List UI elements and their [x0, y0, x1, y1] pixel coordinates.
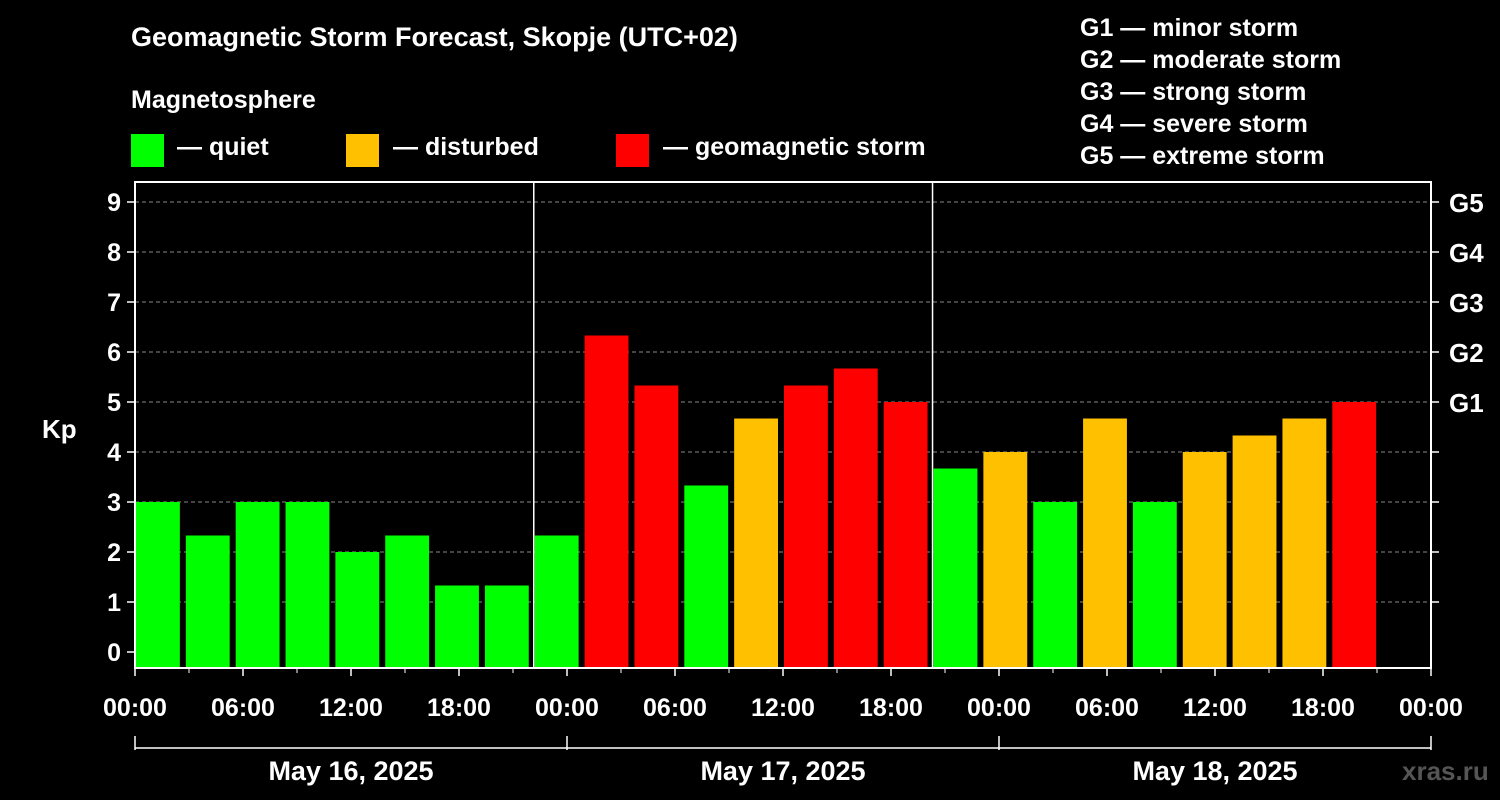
x-tick-label-6: 12:00 — [751, 694, 815, 722]
y-tick-label-4: 4 — [107, 439, 121, 467]
y-tick-label-5: 5 — [107, 389, 121, 417]
legend-label-storm: — geomagnetic storm — [663, 133, 926, 161]
x-tick-label-11: 18:00 — [1291, 694, 1355, 722]
y-tick-label-0: 0 — [107, 639, 121, 667]
y-tick-label-8: 8 — [107, 239, 121, 267]
y-tick-label-3: 3 — [107, 489, 121, 517]
x-tick-label-1: 06:00 — [211, 694, 275, 722]
x-tick-label-3: 18:00 — [427, 694, 491, 722]
x-tick-label-8: 00:00 — [967, 694, 1031, 722]
bar-3 — [285, 502, 330, 668]
bar-0 — [136, 502, 180, 668]
storm-level-g2: G2 — moderate storm — [1080, 46, 1342, 74]
right-axis-label-g5: G5 — [1449, 188, 1484, 218]
x-tick-label-0: 00:00 — [103, 694, 167, 722]
y-tick-label-6: 6 — [107, 339, 121, 367]
bar-15 — [883, 402, 928, 668]
bar-5 — [385, 535, 430, 668]
bar-22 — [1232, 435, 1277, 668]
y-tick-label-7: 7 — [107, 289, 121, 317]
right-axis-label-g3: G3 — [1449, 288, 1484, 318]
storm-level-g5: G5 — extreme storm — [1080, 142, 1325, 170]
bar-13 — [784, 385, 828, 668]
bar-17 — [983, 452, 1028, 668]
x-tick-label-12: 00:00 — [1399, 694, 1463, 722]
watermark: xras.ru — [1402, 756, 1489, 786]
right-axis-label-g4: G4 — [1449, 238, 1484, 268]
storm-level-g3: G3 — strong storm — [1080, 78, 1307, 106]
bar-23 — [1282, 418, 1327, 668]
y-tick-label-1: 1 — [107, 589, 121, 617]
legend-label-disturbed: — disturbed — [393, 133, 539, 161]
y-axis-label: Kp — [42, 414, 77, 444]
day-label-0: May 16, 2025 — [268, 756, 433, 786]
right-axis-label-g2: G2 — [1449, 338, 1484, 368]
x-tick-label-5: 06:00 — [643, 694, 707, 722]
bar-9 — [584, 335, 629, 668]
bar-24 — [1332, 402, 1377, 668]
x-tick-label-2: 12:00 — [319, 694, 383, 722]
legend-swatch-disturbed — [346, 134, 379, 167]
storm-level-g1: G1 — minor storm — [1080, 14, 1299, 42]
bar-6 — [435, 585, 479, 668]
bar-7 — [484, 585, 529, 668]
magnetosphere-label: Magnetosphere — [131, 86, 316, 114]
y-tick-label-2: 2 — [107, 539, 121, 567]
bar-12 — [734, 418, 778, 668]
chart-title: Geomagnetic Storm Forecast, Skopje (UTC+… — [131, 22, 738, 52]
x-tick-label-7: 18:00 — [859, 694, 923, 722]
bar-2 — [235, 502, 280, 668]
x-tick-label-9: 06:00 — [1075, 694, 1139, 722]
day-label-1: May 17, 2025 — [700, 756, 865, 786]
y-tick-label-9: 9 — [107, 189, 121, 217]
x-tick-label-10: 12:00 — [1183, 694, 1247, 722]
bar-18 — [1033, 502, 1078, 668]
bar-16 — [933, 468, 978, 668]
legend-swatch-quiet — [131, 134, 164, 167]
bar-14 — [833, 368, 878, 668]
bar-10 — [634, 385, 679, 668]
storm-level-g4: G4 — severe storm — [1080, 110, 1308, 138]
bar-11 — [684, 485, 729, 668]
bar-20 — [1132, 502, 1177, 668]
bar-1 — [185, 535, 230, 668]
legend-label-quiet: — quiet — [177, 133, 269, 161]
legend-swatch-storm — [616, 134, 649, 167]
day-label-2: May 18, 2025 — [1132, 756, 1297, 786]
x-tick-label-4: 00:00 — [535, 694, 599, 722]
bar-4 — [335, 552, 380, 668]
bar-8 — [534, 535, 579, 668]
bar-19 — [1083, 418, 1127, 668]
right-axis-label-g1: G1 — [1449, 388, 1484, 418]
bar-21 — [1182, 452, 1227, 668]
